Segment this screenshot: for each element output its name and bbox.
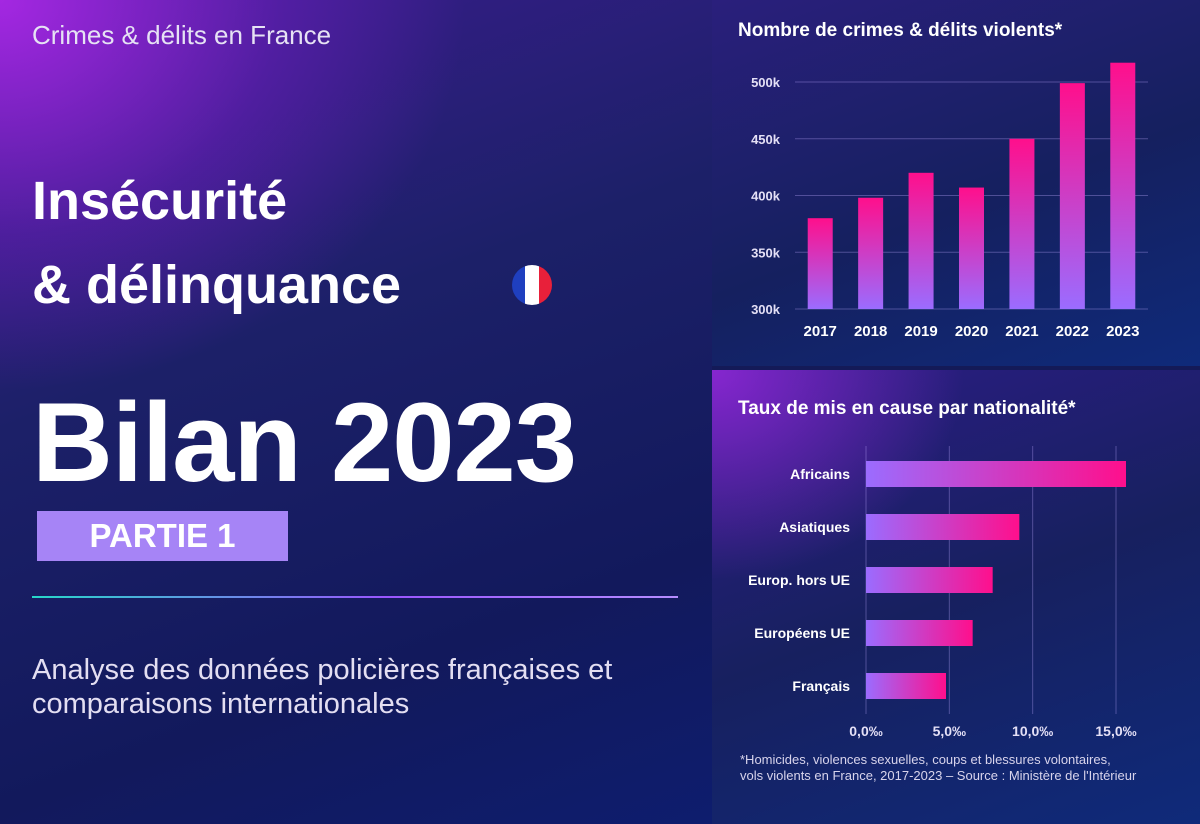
bar (908, 172, 934, 309)
page-title: Bilan 2023 (32, 380, 577, 505)
category-label: Asiatiques (779, 519, 850, 535)
x-tick-label: 2023 (1106, 323, 1139, 340)
category-label: Africains (790, 466, 850, 482)
flag-stripe-red (538, 265, 552, 305)
x-tick-label: 2020 (955, 323, 988, 340)
bar (866, 567, 993, 593)
page-subtitle: Crimes & délits en France (32, 20, 332, 50)
divider (32, 596, 678, 598)
x-tick-label: 2022 (1056, 323, 1089, 340)
x-tick-label: 10,0‰ (1012, 723, 1053, 739)
bar (807, 218, 833, 309)
bar (866, 620, 973, 646)
footnote-line-2: vols violents en France, 2017-2023 – Sou… (740, 768, 1137, 783)
x-tick-label: 2019 (904, 323, 937, 340)
x-tick-label: 2017 (804, 323, 837, 340)
category-label: Européens UE (754, 625, 850, 641)
headline-line-1: Insécurité (32, 171, 288, 231)
footnote-line-1: *Homicides, violences sexuelles, coups e… (740, 752, 1111, 767)
intro-panel (0, 0, 712, 824)
y-tick-label: 300k (751, 302, 781, 317)
description-line-2: comparaisons internationales (32, 688, 410, 720)
description-line-1: Analyse des données policières française… (32, 654, 613, 686)
bar (959, 187, 984, 309)
headline-line-2: & délinquance (32, 255, 402, 315)
part-badge: PARTIE 1 (37, 511, 288, 561)
bar (866, 673, 946, 699)
x-tick-label: 2021 (1005, 323, 1038, 340)
y-tick-label: 400k (751, 189, 781, 204)
y-tick-label: 350k (751, 245, 781, 260)
x-tick-label: 2018 (854, 323, 887, 340)
category-label: Français (792, 678, 850, 694)
x-tick-label: 15,0‰ (1095, 723, 1136, 739)
bar (866, 514, 1020, 540)
chart-panel-nationality (712, 370, 1200, 824)
x-tick-label: 5,0‰ (933, 723, 966, 739)
y-tick-label: 500k (751, 75, 781, 90)
part-badge-label: PARTIE 1 (89, 517, 236, 554)
france-flag-icon (512, 265, 552, 305)
category-label: Europ. hors UE (748, 572, 850, 588)
bar (1059, 83, 1085, 309)
flag-stripe-white (525, 265, 539, 305)
chart-title-nationality: Taux de mis en cause par nationalité* (738, 398, 1076, 419)
x-tick-label: 0,0‰ (849, 723, 882, 739)
bar (866, 461, 1126, 487)
y-tick-label: 450k (751, 132, 781, 147)
chart-title-crimes: Nombre de crimes & délits violents* (738, 20, 1063, 41)
bar (858, 197, 884, 309)
flag-stripe-blue (512, 265, 526, 305)
bar (1009, 138, 1035, 309)
bar (1110, 62, 1136, 309)
